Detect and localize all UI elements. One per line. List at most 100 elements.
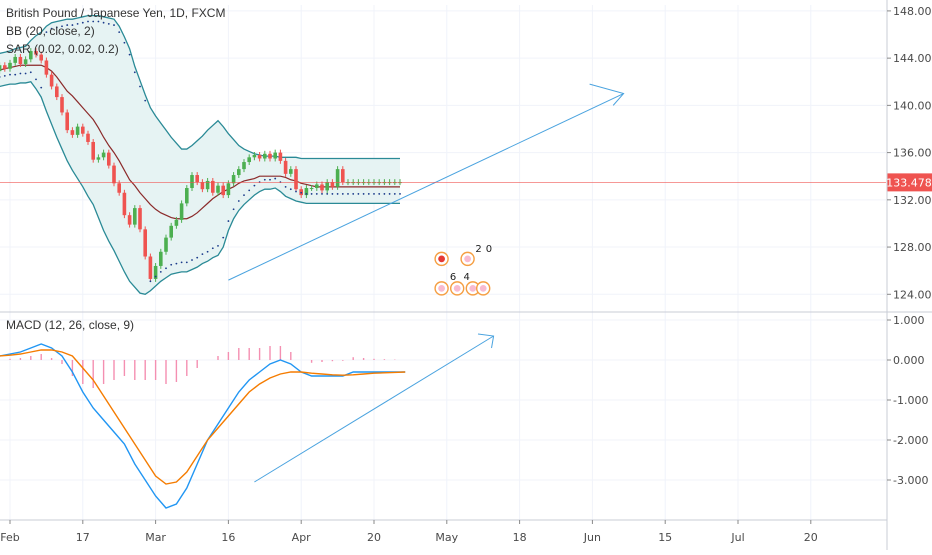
event-badge-count-2: 6	[450, 272, 456, 283]
price-trend-arrowhead	[589, 83, 625, 106]
sar-dot-84	[373, 193, 375, 195]
sar-dot-55	[222, 236, 225, 239]
sar-dot-39	[139, 85, 141, 88]
candle-body-65	[273, 152, 277, 159]
sar-dot-19	[35, 78, 37, 81]
sar-dot-49	[191, 259, 193, 261]
sar-dot-17	[24, 72, 27, 75]
macd-indicator-label[interactable]: MACD (12, 26, close, 9)	[6, 318, 135, 332]
event-badge-dot-1	[464, 255, 471, 263]
sar-dot-75	[326, 193, 329, 195]
sar-dot-89	[399, 193, 401, 195]
sar-dot-36	[123, 41, 126, 44]
trend-lines[interactable]	[228, 83, 625, 483]
sar-dot-59	[243, 194, 245, 197]
time-tick-label-5: 20	[367, 531, 381, 544]
candle-body-41	[148, 256, 153, 279]
candle-body-32	[101, 152, 106, 158]
sar-dot-22	[50, 27, 53, 30]
event-badge-count-0: 2	[475, 244, 481, 255]
price-tick-label-3: 136.000	[893, 147, 932, 160]
event-badges[interactable]: 2 06 4	[434, 244, 492, 296]
candle-body-17	[23, 59, 28, 65]
sar-dot-72	[310, 193, 313, 195]
macd-trend-line	[254, 335, 494, 483]
price-tick-label-1: 128.000	[893, 241, 932, 254]
candle-body-21	[44, 60, 49, 75]
candle-body-39	[138, 208, 142, 230]
candle-body-16	[18, 56, 23, 65]
sar-dot-76	[331, 193, 334, 195]
sar-dot-73	[315, 193, 318, 195]
bollinger-bands	[0, 14, 400, 295]
sar-indicator-label[interactable]: SAR (0.02, 0.02, 0.2)	[6, 42, 119, 56]
macd-trend-arrowhead	[477, 333, 495, 349]
candle-body-78	[341, 169, 345, 183]
sar-dot-57	[232, 208, 235, 211]
sar-dot-45	[170, 263, 173, 266]
sar-dot-56	[227, 220, 230, 222]
bb-indicator-label[interactable]: BB (20, close, 2)	[6, 24, 95, 38]
candle-body-59	[242, 162, 246, 170]
sar-dot-54	[217, 244, 219, 247]
event-badge-dot-3	[453, 284, 461, 292]
sar-dot-87	[388, 193, 391, 195]
time-tick-label-11: 20	[804, 531, 818, 544]
sar-dot-12	[0, 76, 1, 78]
sar-dot-83	[367, 193, 370, 195]
candle-body-38	[133, 208, 137, 225]
candle-body-27	[75, 126, 80, 135]
candle-body-45	[169, 225, 173, 238]
candle-body-37	[127, 215, 132, 225]
sar-dot-77	[336, 193, 339, 195]
sar-dot-70	[300, 191, 303, 194]
sar-dot-60	[248, 189, 251, 192]
candle-body-53	[211, 180, 215, 193]
sar-dot-46	[175, 262, 178, 265]
sar-dot-52	[206, 250, 209, 253]
candle-body-34	[112, 165, 116, 184]
candle-body-18	[29, 51, 33, 60]
candle-body-61	[252, 154, 257, 158]
candle-body-20	[39, 54, 43, 61]
candle-body-66	[278, 152, 283, 161]
candle-body-49	[190, 175, 194, 189]
candle-body-58	[237, 169, 241, 176]
chart-title: British Pound / Japanese Yen, 1D, FXCM	[6, 6, 226, 20]
sar-dot-81	[357, 193, 360, 195]
macd-line	[0, 343, 406, 509]
candle-body-48	[185, 188, 189, 204]
candle-body-36	[122, 192, 127, 216]
candle-body-13	[3, 65, 7, 69]
candle-body-43	[159, 251, 163, 266]
sar-dot-80	[352, 193, 355, 195]
sar-dot-35	[118, 31, 121, 34]
candle-body-50	[195, 175, 199, 183]
price-tick-label-4: 140.000	[893, 99, 932, 112]
time-tick-label-2: Mar	[145, 531, 166, 544]
macd-tick-label-2: -1.000	[893, 394, 928, 407]
sar-dot-69	[295, 190, 297, 193]
event-badge-dot-4	[469, 284, 477, 292]
candle-body-42	[153, 265, 158, 279]
candle-body-67	[283, 160, 288, 174]
event-badge-count-3: 4	[463, 272, 469, 283]
candle-body-77	[335, 169, 340, 187]
sar-dot-51	[201, 253, 204, 256]
sar-dot-30	[92, 20, 95, 23]
sar-dot-42	[154, 275, 157, 278]
time-tick-label-10: Jul	[730, 531, 744, 544]
candle-body-64	[268, 153, 272, 159]
time-tick-label-6: May	[435, 531, 458, 544]
time-tick-label-9: 15	[658, 531, 672, 544]
sar-dot-34	[113, 24, 115, 26]
candle-body-74	[320, 184, 324, 191]
sar-dot-86	[383, 193, 386, 195]
sar-dot-28	[81, 21, 84, 24]
candle-body-25	[65, 112, 69, 131]
sar-dot-16	[19, 72, 22, 75]
candle-body-12	[0, 65, 2, 72]
